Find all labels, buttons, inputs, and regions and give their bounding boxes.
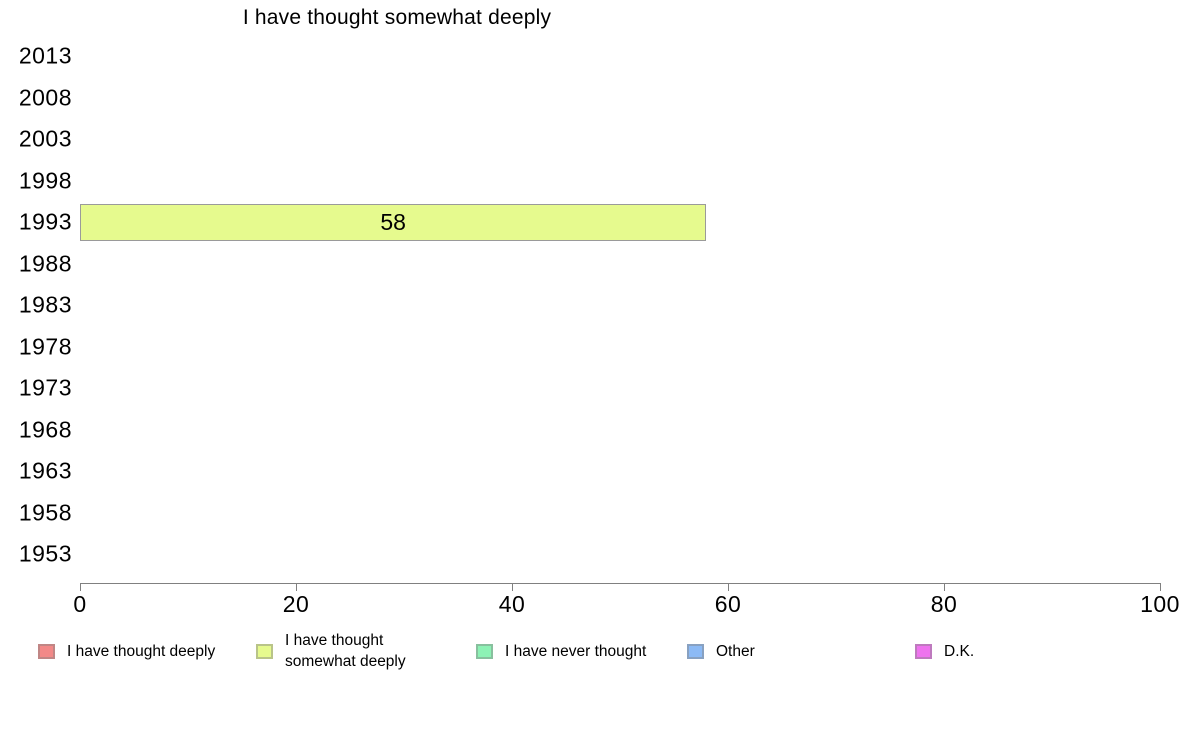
legend-item-2: I have thought somewhat deeply bbox=[256, 629, 411, 673]
y-axis-label-1993: 1993 bbox=[18, 208, 72, 235]
chart-title: I have thought somewhat deeply bbox=[242, 6, 552, 29]
y-axis-label-2013: 2013 bbox=[18, 42, 72, 69]
y-axis-label-2008: 2008 bbox=[18, 84, 72, 110]
legend-swatch-icon bbox=[38, 643, 55, 659]
legend-label: I have never thought bbox=[505, 642, 647, 660]
x-axis-tick-80 bbox=[944, 584, 945, 591]
x-axis-tick-label-60: 60 bbox=[714, 591, 742, 617]
legend-label: Other bbox=[716, 642, 755, 660]
y-axis-label-1998: 1998 bbox=[18, 167, 72, 193]
legend-label: D.K. bbox=[944, 642, 975, 660]
legend-item-3: I have never thought bbox=[476, 629, 646, 673]
y-axis-label-1953: 1953 bbox=[18, 540, 72, 567]
x-axis-tick-60 bbox=[728, 584, 729, 591]
y-axis-label-1978: 1978 bbox=[18, 333, 72, 359]
x-axis-tick-100 bbox=[1160, 584, 1161, 591]
x-axis-tick-label-40: 40 bbox=[498, 591, 526, 617]
legend-swatch-icon bbox=[256, 643, 273, 659]
x-axis-tick-label-100: 100 bbox=[1140, 591, 1180, 617]
x-axis-tick-label-20: 20 bbox=[282, 591, 310, 617]
legend-label: I have thought deeply bbox=[67, 642, 216, 660]
y-axis-label-1963: 1963 bbox=[18, 457, 72, 484]
legend-swatch-icon bbox=[915, 643, 932, 659]
legend-item-5: D.K. bbox=[915, 629, 974, 673]
y-axis-label-1958: 1958 bbox=[18, 499, 72, 525]
x-axis-line bbox=[80, 583, 1161, 584]
bar-1993: 58 bbox=[80, 203, 707, 241]
legend-swatch-icon bbox=[687, 643, 704, 659]
legend-item-1: I have thought deeply bbox=[38, 629, 215, 673]
y-axis-label-1988: 1988 bbox=[18, 250, 72, 276]
legend-label: I have thought somewhat deeply bbox=[285, 632, 406, 670]
x-axis-tick-label-80: 80 bbox=[930, 591, 958, 617]
x-axis-tick-20 bbox=[296, 584, 297, 591]
x-axis-tick-label-0: 0 bbox=[73, 591, 87, 617]
legend-item-4: Other bbox=[687, 629, 755, 673]
x-axis-tick-40 bbox=[512, 584, 513, 591]
y-axis-label-1983: 1983 bbox=[18, 291, 72, 318]
x-axis-tick-0 bbox=[80, 584, 81, 591]
legend-swatch-icon bbox=[476, 643, 493, 659]
y-axis-label-1973: 1973 bbox=[18, 374, 72, 401]
y-axis-label-2003: 2003 bbox=[18, 125, 72, 152]
bar-value-label: 58 bbox=[380, 208, 406, 235]
y-axis-label-1968: 1968 bbox=[18, 416, 72, 442]
